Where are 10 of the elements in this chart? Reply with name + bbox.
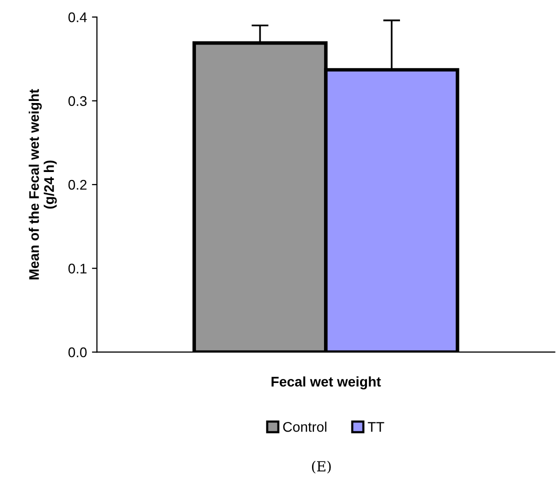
y-tick-label: 0.0 bbox=[68, 347, 87, 358]
legend-label: TT bbox=[368, 422, 384, 432]
y-tick-label: 0.4 bbox=[68, 12, 87, 22]
legend-label: Control bbox=[283, 422, 326, 432]
y-tick-label: 0.1 bbox=[68, 264, 87, 274]
x-axis-title: Fecal wet weight bbox=[272, 376, 381, 390]
y-tick-label: 0.3 bbox=[68, 96, 87, 106]
y-tick-label: 0.2 bbox=[68, 180, 86, 190]
y-axis-title: Mean of the Fecal wet weight (g/24 h) bbox=[28, 89, 57, 280]
text: (E) bbox=[312, 460, 331, 474]
